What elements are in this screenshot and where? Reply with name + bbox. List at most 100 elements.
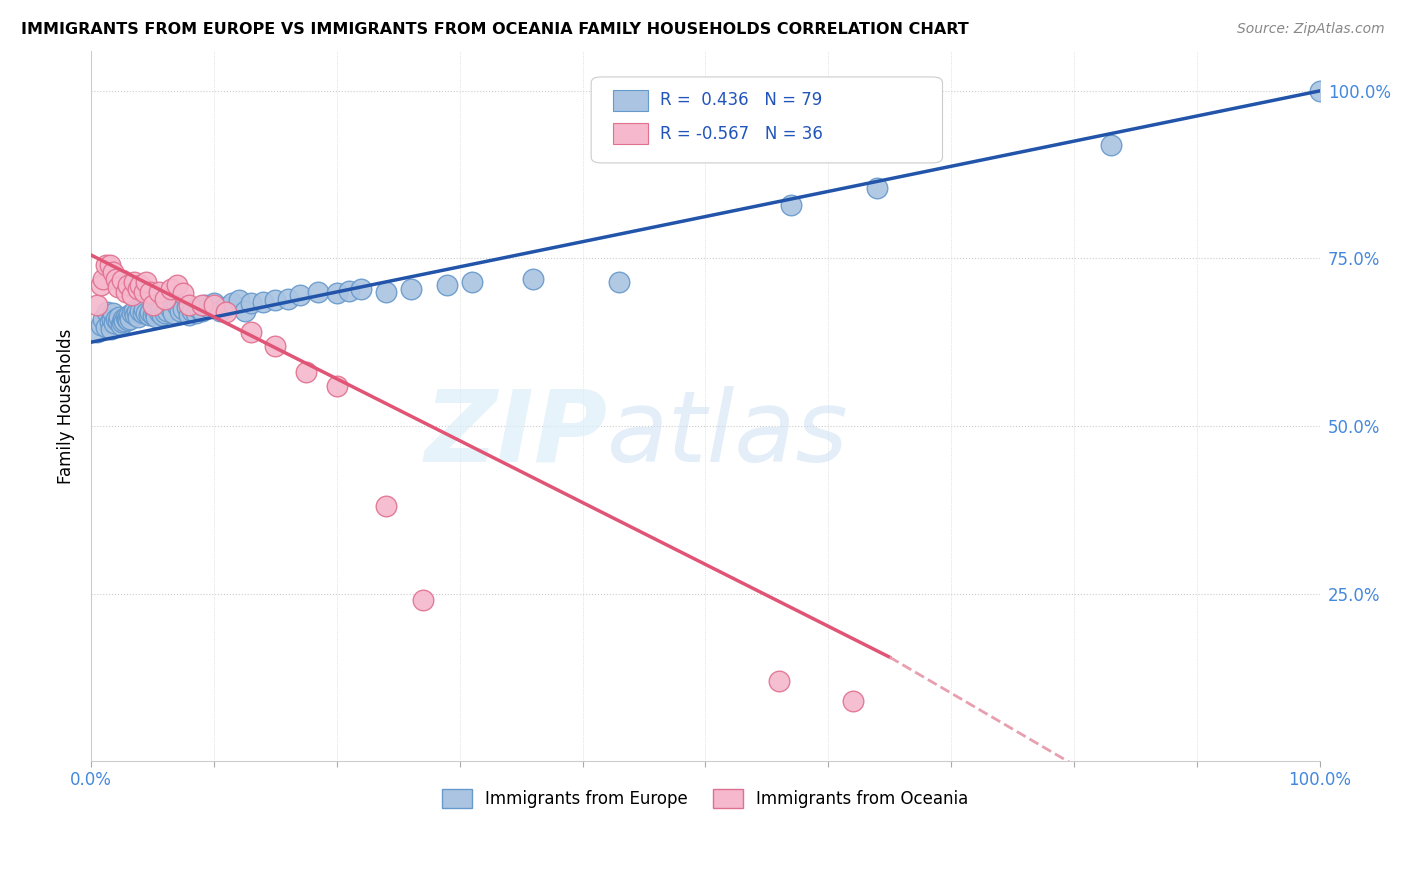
Point <box>117 313 139 327</box>
Point <box>239 296 262 310</box>
Point <box>768 673 790 688</box>
Point <box>145 310 167 324</box>
Point <box>93 271 115 285</box>
Point <box>160 301 183 316</box>
Point <box>172 301 194 316</box>
Point <box>104 311 127 326</box>
Point <box>153 306 176 320</box>
Point <box>179 309 201 323</box>
Point <box>188 301 211 316</box>
Point <box>350 282 373 296</box>
Point <box>104 271 127 285</box>
Point <box>436 278 458 293</box>
Text: Source: ZipAtlas.com: Source: ZipAtlas.com <box>1237 22 1385 37</box>
Point <box>150 303 173 318</box>
Point <box>412 593 434 607</box>
Point <box>1099 137 1122 152</box>
Point <box>156 303 179 318</box>
Point <box>166 298 188 312</box>
Point <box>160 282 183 296</box>
Point <box>233 303 256 318</box>
Point <box>143 306 166 320</box>
Point <box>115 312 138 326</box>
Point <box>96 305 118 319</box>
Point <box>139 305 162 319</box>
Text: ZIP: ZIP <box>425 386 607 483</box>
Point <box>103 306 125 320</box>
Point <box>202 296 225 310</box>
Point <box>127 310 149 324</box>
Point <box>135 275 157 289</box>
Text: R = -0.567   N = 36: R = -0.567 N = 36 <box>659 125 823 143</box>
Point <box>215 305 238 319</box>
Point <box>166 278 188 293</box>
Point <box>129 303 152 318</box>
Point <box>202 298 225 312</box>
Point <box>112 314 135 328</box>
Point <box>114 285 136 299</box>
Point <box>176 300 198 314</box>
Point <box>375 285 398 299</box>
Point <box>148 305 170 319</box>
Point <box>522 271 544 285</box>
Point <box>100 322 122 336</box>
Point <box>94 258 117 272</box>
Point <box>90 278 112 293</box>
FancyBboxPatch shape <box>591 77 942 163</box>
Point <box>399 282 422 296</box>
Point <box>122 303 145 318</box>
Text: atlas: atlas <box>607 386 849 483</box>
Point <box>114 310 136 324</box>
Text: IMMIGRANTS FROM EUROPE VS IMMIGRANTS FROM OCEANIA FAMILY HOUSEHOLDS CORRELATION : IMMIGRANTS FROM EUROPE VS IMMIGRANTS FRO… <box>21 22 969 37</box>
Point <box>780 198 803 212</box>
Point <box>179 298 201 312</box>
Point <box>129 278 152 293</box>
Point <box>103 265 125 279</box>
Point <box>120 311 142 326</box>
Point <box>93 311 115 326</box>
Point <box>215 300 238 314</box>
FancyBboxPatch shape <box>613 90 648 112</box>
Point <box>132 306 155 320</box>
Point <box>111 315 134 329</box>
Point <box>94 319 117 334</box>
Point <box>127 282 149 296</box>
Point <box>107 279 129 293</box>
Point <box>101 311 124 326</box>
Point <box>162 306 184 320</box>
Point <box>132 301 155 316</box>
Point <box>194 298 217 312</box>
FancyBboxPatch shape <box>613 123 648 145</box>
Point <box>118 309 141 323</box>
Point <box>277 292 299 306</box>
Point <box>139 285 162 299</box>
Point <box>112 311 135 326</box>
Point <box>152 308 174 322</box>
Point <box>209 303 232 318</box>
Point <box>148 285 170 299</box>
Point <box>132 285 155 299</box>
Point <box>1309 84 1331 98</box>
Point <box>142 298 165 312</box>
Point <box>122 275 145 289</box>
Point <box>264 293 287 307</box>
Y-axis label: Family Households: Family Households <box>58 328 75 483</box>
Point <box>86 325 108 339</box>
Point <box>326 286 349 301</box>
Point <box>117 278 139 293</box>
Point <box>172 286 194 301</box>
Point <box>121 288 143 302</box>
Text: R =  0.436   N = 79: R = 0.436 N = 79 <box>659 91 823 110</box>
Point <box>98 315 121 329</box>
Point <box>609 275 631 289</box>
Point <box>110 318 132 333</box>
Point <box>288 288 311 302</box>
Point <box>228 293 250 307</box>
Point <box>239 325 262 339</box>
Point <box>295 365 318 379</box>
Point <box>866 181 889 195</box>
Point <box>461 275 484 289</box>
Point <box>264 338 287 352</box>
Point <box>138 308 160 322</box>
Point <box>190 303 212 318</box>
